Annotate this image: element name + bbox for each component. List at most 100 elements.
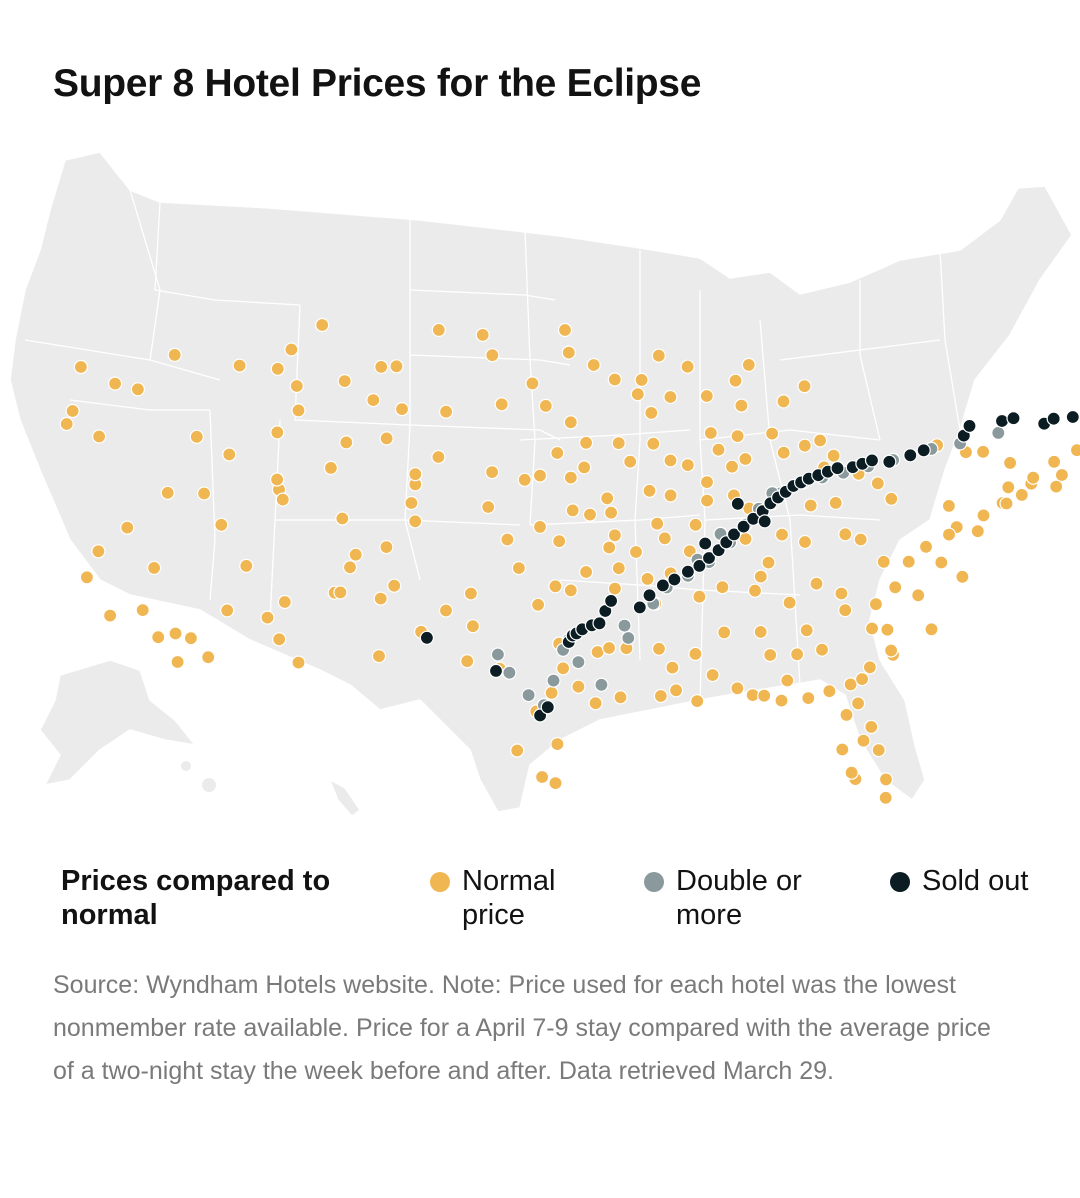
hotel-dot-normal bbox=[878, 772, 894, 787]
hotel-dot-normal bbox=[607, 581, 623, 596]
hotel-dot-normal bbox=[809, 576, 824, 591]
hotel-dot-normal bbox=[774, 693, 789, 708]
hotel-dot-sold-out bbox=[692, 558, 707, 573]
hotel-dot-normal bbox=[91, 429, 107, 444]
hotel-dot-sold-out bbox=[1006, 411, 1021, 426]
hotel-dot-normal bbox=[431, 322, 446, 337]
hotel-dot-normal bbox=[797, 438, 812, 453]
hotel-dot-normal bbox=[613, 690, 628, 705]
hotel-dot-normal bbox=[167, 347, 182, 362]
hotel-dot-normal bbox=[646, 436, 661, 451]
hotel-dot-normal bbox=[603, 505, 619, 520]
hotel-dot-normal bbox=[408, 514, 423, 529]
hotel-dot-normal bbox=[699, 475, 715, 490]
hotel-dot-normal bbox=[534, 769, 550, 785]
hotel-dot-normal bbox=[789, 647, 805, 662]
hotel-dot-normal bbox=[277, 594, 292, 610]
hotel-dot-sold-out bbox=[903, 448, 918, 463]
hotel-dot-normal bbox=[1069, 443, 1080, 458]
hotel-dot-normal bbox=[747, 583, 763, 598]
hotel-dot-normal bbox=[728, 373, 743, 388]
hawaii-island-shape bbox=[202, 778, 216, 792]
hotel-dot-normal bbox=[602, 540, 617, 555]
hotel-dot-sold-out bbox=[830, 461, 845, 476]
hotel-dot-sold-out bbox=[680, 564, 696, 579]
hotel-dot-normal bbox=[373, 591, 388, 606]
hotel-dot-normal bbox=[753, 624, 768, 639]
hotel-dot-normal bbox=[799, 623, 814, 638]
hotel-dot-normal bbox=[828, 495, 843, 510]
state-border bbox=[69, 399, 210, 411]
hotel-dot-normal bbox=[630, 387, 645, 402]
hotel-dot-normal bbox=[463, 586, 478, 601]
hotel-dot-normal bbox=[379, 431, 394, 446]
hotel-dot-normal bbox=[941, 527, 957, 542]
hotel-dot-normal bbox=[460, 654, 475, 669]
hotel-dot-sold-out bbox=[632, 600, 647, 615]
hotel-dot-normal bbox=[843, 677, 858, 692]
hotel-dot-normal bbox=[822, 684, 837, 699]
hotel-dot-normal bbox=[201, 650, 216, 665]
hotel-dot-normal bbox=[275, 492, 290, 507]
hotel-dot-normal bbox=[668, 683, 684, 698]
hotel-dot-normal bbox=[644, 405, 659, 420]
hotel-dot-normal bbox=[871, 742, 886, 758]
hotel-dot-normal bbox=[550, 445, 565, 461]
hotel-dot-normal bbox=[611, 436, 626, 451]
hotel-dot-normal bbox=[73, 359, 89, 375]
hotel-dot-normal bbox=[976, 508, 991, 523]
hotel-dot-normal bbox=[878, 790, 893, 805]
hotel-dot-normal bbox=[371, 648, 387, 664]
hotel-dot-normal bbox=[611, 561, 626, 576]
hotel-dot-normal bbox=[741, 357, 756, 372]
hotel-dot-normal bbox=[880, 622, 895, 637]
hotel-dot-normal bbox=[571, 679, 586, 694]
state-border bbox=[409, 424, 561, 441]
hotel-dot-normal bbox=[680, 359, 695, 374]
state-borders bbox=[24, 189, 961, 701]
hotel-dot-normal bbox=[623, 454, 638, 469]
hotel-dot-normal bbox=[485, 348, 500, 363]
hotel-dot-normal bbox=[342, 560, 358, 575]
hotel-dot-sold-out bbox=[419, 630, 434, 645]
hotel-dot-normal bbox=[151, 630, 166, 645]
hotel-dot-normal bbox=[374, 359, 389, 374]
hotel-dot-normal bbox=[757, 688, 772, 703]
hotel-dot-normal bbox=[839, 707, 854, 723]
hotel-dot-double bbox=[617, 618, 632, 633]
hotel-dot-normal bbox=[563, 583, 578, 598]
state-border bbox=[129, 189, 161, 361]
hotel-dot-normal bbox=[289, 378, 304, 394]
hotel-dot-normal bbox=[1014, 487, 1029, 502]
hotel-dot-normal bbox=[970, 524, 985, 539]
hotel-dot-normal bbox=[901, 554, 916, 569]
hotel-dot-normal bbox=[561, 345, 576, 360]
hotel-dot-normal bbox=[864, 719, 879, 735]
hotel-dot-normal bbox=[924, 622, 939, 637]
hotel-dot-sold-out bbox=[603, 593, 619, 608]
state-border bbox=[409, 354, 571, 366]
source-note: Source: Wyndham Hotels website. Note: Pr… bbox=[53, 971, 991, 1085]
hotel-dot-normal bbox=[404, 495, 419, 511]
hotel-dot-normal bbox=[607, 372, 622, 387]
hotel-dot-double bbox=[521, 687, 536, 703]
hotel-dot-sold-out bbox=[1046, 411, 1061, 426]
hotel-dot-normal bbox=[315, 317, 330, 333]
hotel-dot-normal bbox=[763, 647, 778, 663]
hotel-dot-normal bbox=[663, 453, 678, 468]
hotel-dot-normal bbox=[578, 564, 594, 580]
hotel-dot-normal bbox=[634, 372, 649, 387]
hotel-dot-normal bbox=[552, 534, 567, 549]
hotel-dot-normal bbox=[189, 429, 204, 444]
legend: Prices compared to normal Normal price D… bbox=[61, 864, 1028, 944]
hotel-dot-normal bbox=[688, 646, 703, 662]
hotel-dot-normal bbox=[494, 397, 509, 412]
hotel-dot-double bbox=[594, 677, 609, 692]
hotel-dot-normal bbox=[563, 415, 578, 430]
hotel-dot-normal bbox=[544, 685, 559, 701]
hotel-dot-normal bbox=[1026, 470, 1041, 485]
hotel-dot-normal bbox=[532, 519, 548, 534]
hotel-dot-normal bbox=[776, 445, 791, 460]
hotel-dot-normal bbox=[530, 597, 546, 612]
hotel-dot-normal bbox=[555, 661, 571, 676]
